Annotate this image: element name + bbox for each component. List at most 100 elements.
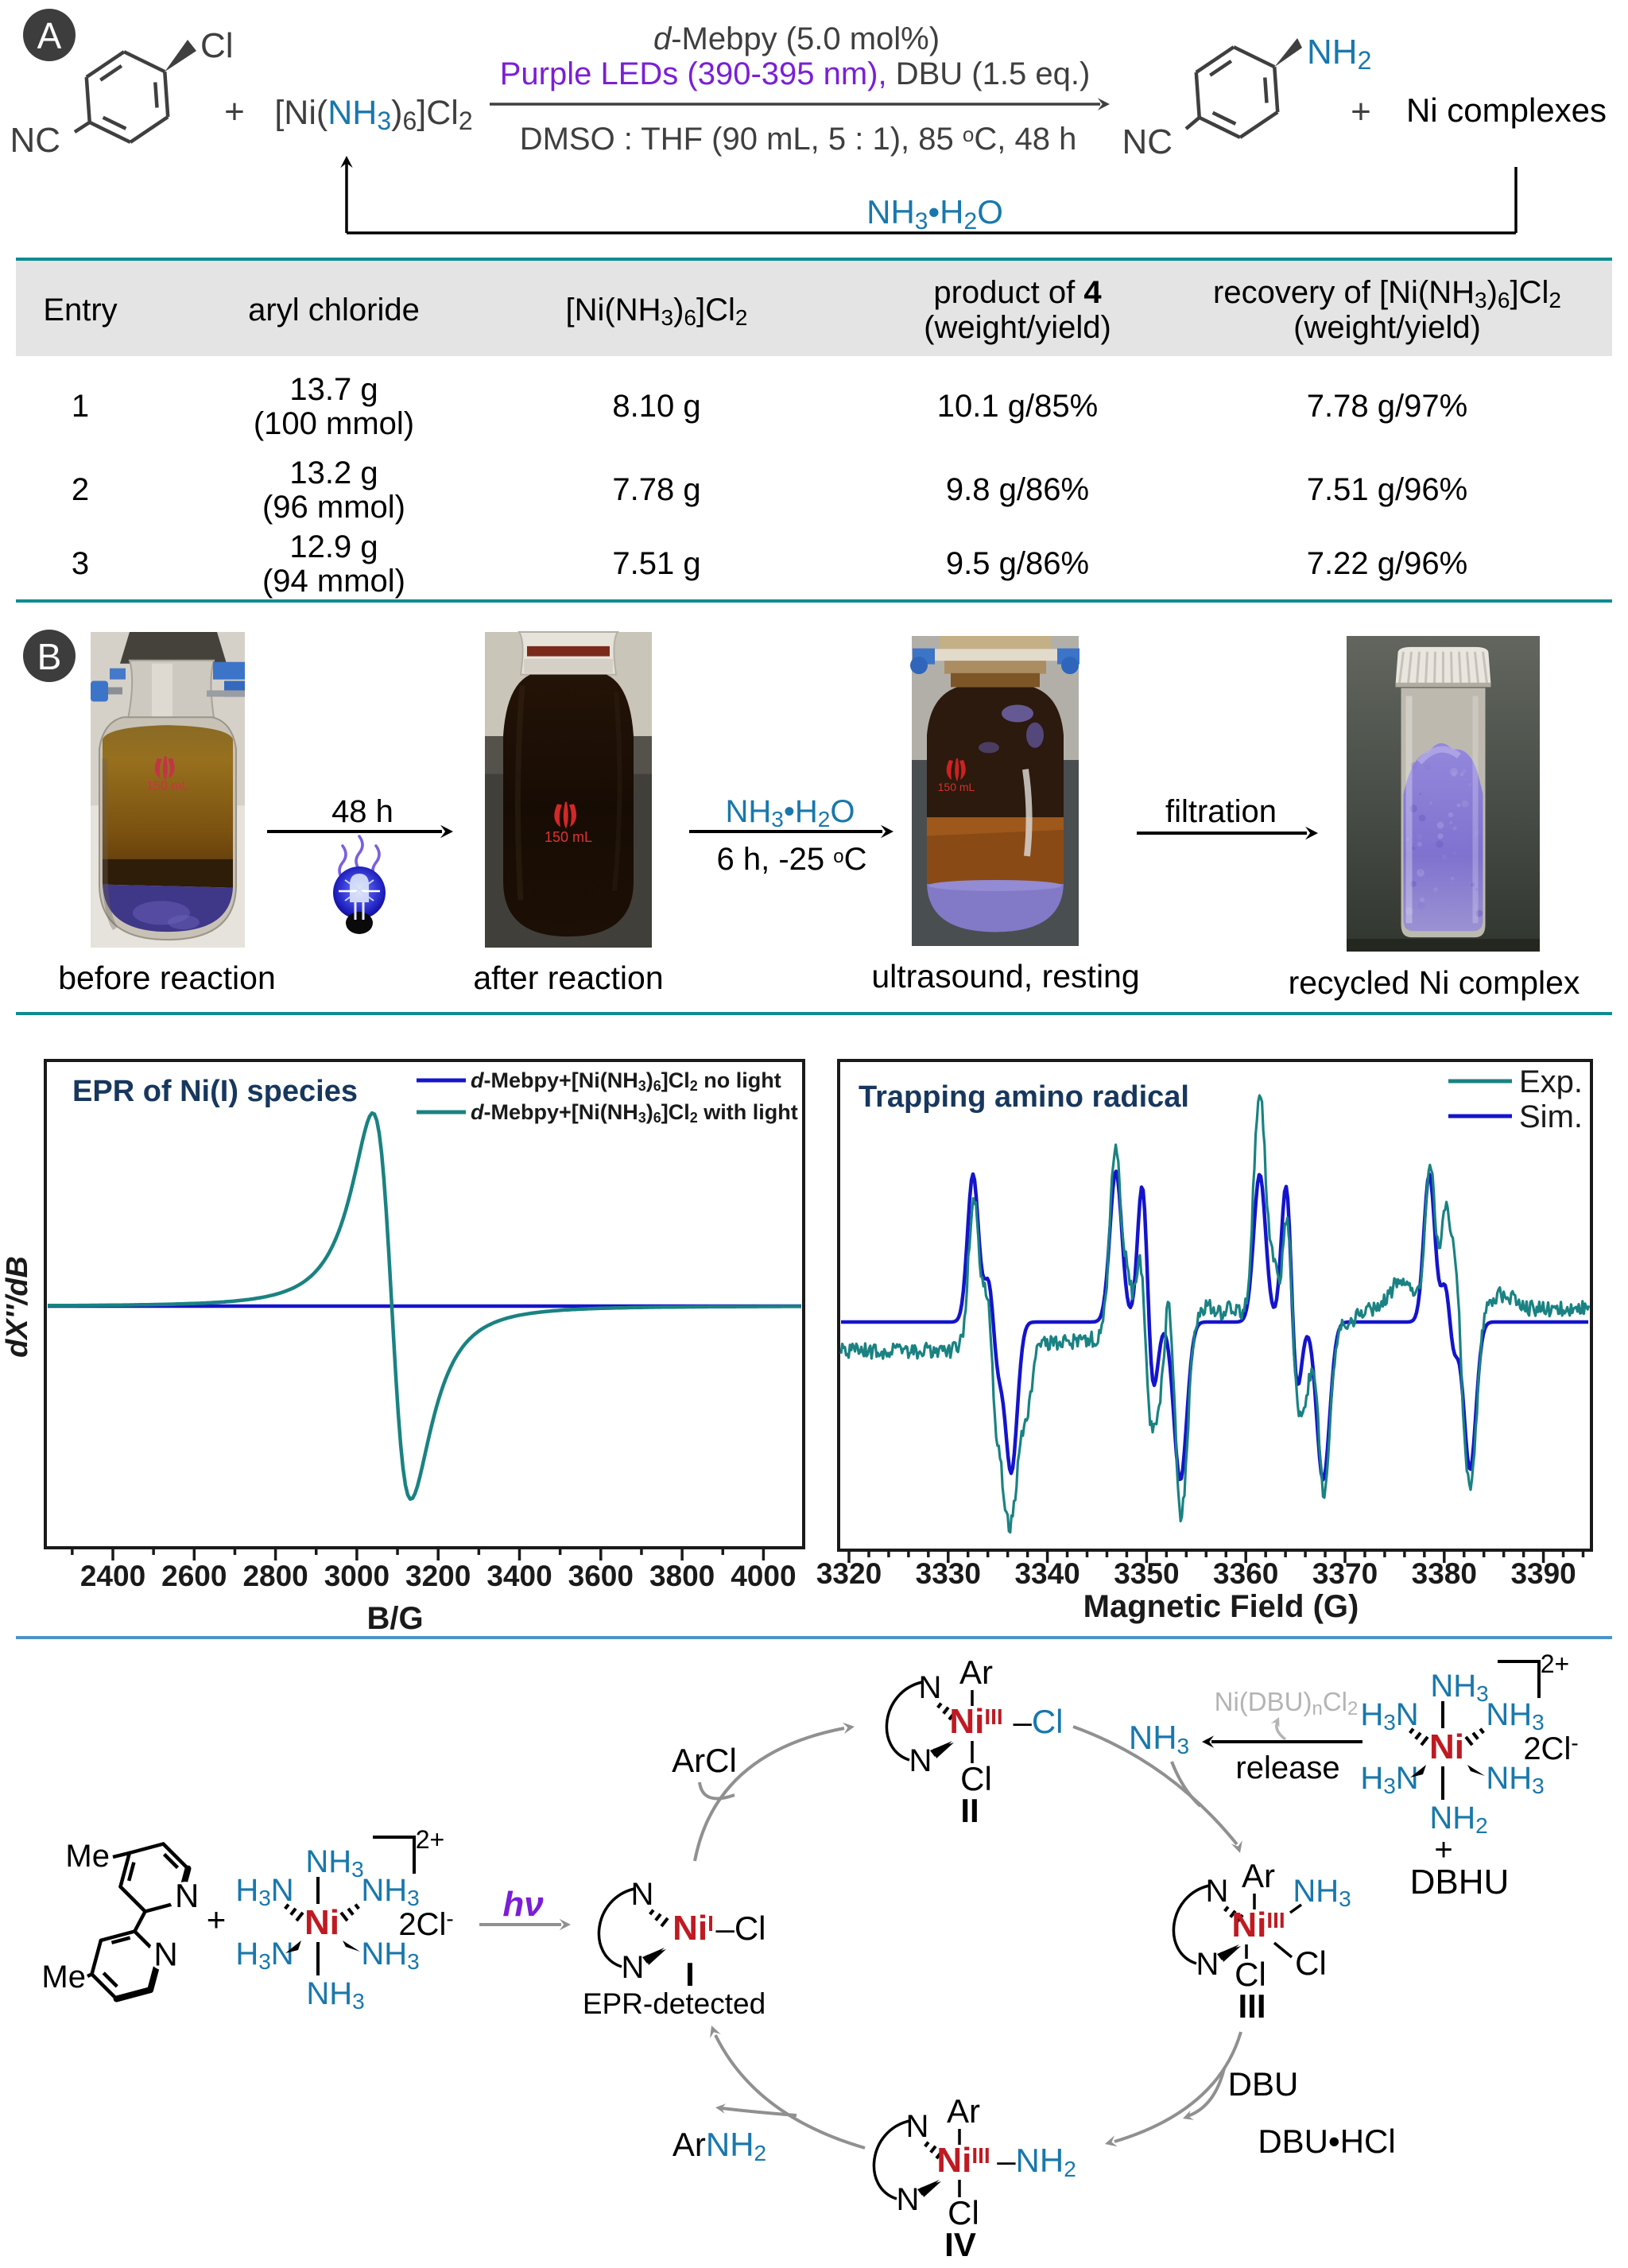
svg-text:recycled Ni complex: recycled Ni complex — [1289, 964, 1580, 1001]
svg-text:3390: 3390 — [1510, 1557, 1576, 1590]
svg-text:Ar: Ar — [947, 2092, 980, 2130]
svg-text:13.2 g: 13.2 g — [289, 456, 378, 490]
svg-text:[Ni(NH3)6]Cl2: [Ni(NH3)6]Cl2 — [566, 293, 748, 330]
svg-text:3330: 3330 — [916, 1557, 981, 1590]
svg-text:150 mL: 150 mL — [146, 780, 188, 793]
svg-text:+: + — [207, 1901, 227, 1938]
svg-text:after reaction: after reaction — [473, 960, 663, 996]
svg-text:Purple LEDs (390-395 nm), DBU: Purple LEDs (390-395 nm), DBU (1.5 eq.) — [500, 56, 1091, 91]
svg-text:d-Mebpy+[Ni(NH3)6]Cl2 with lig: d-Mebpy+[Ni(NH3)6]Cl2 with light — [471, 1100, 798, 1126]
svg-text:+: + — [1434, 1832, 1452, 1867]
svg-text:2Cl-: 2Cl- — [398, 1906, 453, 1942]
svg-text:Ni: Ni — [1429, 1727, 1464, 1766]
svg-text:2+: 2+ — [1541, 1650, 1569, 1678]
svg-text:ArCl: ArCl — [672, 1742, 737, 1779]
svg-text:150 mL: 150 mL — [545, 829, 592, 845]
svg-text:N: N — [631, 1877, 654, 1912]
svg-text:N: N — [153, 1936, 177, 1973]
svg-text:Me: Me — [41, 1960, 86, 1995]
svg-text:2+: 2+ — [416, 1825, 444, 1854]
svg-text:NH3: NH3 — [361, 1873, 419, 1910]
svg-text:6 h, -25 oC: 6 h, -25 oC — [716, 842, 866, 877]
svg-text:7.22 g/96%: 7.22 g/96% — [1307, 546, 1467, 581]
svg-text:Exp.: Exp. — [1519, 1064, 1583, 1099]
svg-text:3400: 3400 — [486, 1560, 552, 1592]
svg-text:I: I — [685, 1956, 695, 1993]
svg-text:(100 mmol): (100 mmol) — [254, 406, 414, 441]
svg-text:2400: 2400 — [80, 1560, 145, 1592]
svg-text:Cl: Cl — [1295, 1944, 1327, 1982]
svg-text:(weight/yield): (weight/yield) — [924, 310, 1111, 345]
svg-text:aryl chloride: aryl chloride — [248, 293, 420, 328]
svg-text:13.7 g: 13.7 g — [289, 372, 378, 407]
svg-text:–NH2: –NH2 — [997, 2142, 1076, 2181]
svg-text:Cl: Cl — [200, 26, 234, 65]
svg-text:(94 mmol): (94 mmol) — [262, 564, 405, 599]
svg-text:hν: hν — [502, 1885, 544, 1924]
svg-text:DMSO : THF (90 mL, 5 : 1), 85: DMSO : THF (90 mL, 5 : 1), 85 oC, 48 h — [520, 122, 1077, 157]
svg-text:N: N — [909, 1743, 932, 1778]
svg-text:+: + — [224, 92, 245, 131]
svg-text:3600: 3600 — [568, 1560, 634, 1592]
svg-text:EPR of Ni(I) species: EPR of Ni(I) species — [72, 1075, 358, 1108]
svg-text:3800: 3800 — [649, 1560, 715, 1592]
svg-text:7.78 g/97%: 7.78 g/97% — [1307, 389, 1467, 424]
svg-text:[Ni(NH3)6]Cl2: [Ni(NH3)6]Cl2 — [274, 94, 472, 135]
svg-text:4000: 4000 — [731, 1560, 796, 1592]
svg-text:NiI: NiI — [673, 1909, 714, 1948]
svg-text:3000: 3000 — [324, 1560, 390, 1592]
svg-text:Cl: Cl — [948, 2194, 979, 2231]
svg-text:NH2: NH2 — [1307, 33, 1371, 75]
svg-text:d-Mebpy+[Ni(NH3)6]Cl2 no light: d-Mebpy+[Ni(NH3)6]Cl2 no light — [471, 1068, 781, 1094]
svg-text:2600: 2600 — [161, 1560, 227, 1592]
svg-text:dX''/dB: dX''/dB — [1, 1256, 34, 1358]
svg-text:3320: 3320 — [816, 1557, 882, 1590]
svg-text:DBU: DBU — [1228, 2065, 1299, 2103]
svg-text:d-Mebpy (5.0 mol%): d-Mebpy (5.0 mol%) — [653, 21, 940, 56]
svg-text:recovery of [Ni(NH3)6]Cl2: recovery of [Ni(NH3)6]Cl2 — [1213, 275, 1561, 312]
svg-text:–Cl: –Cl — [715, 1909, 766, 1947]
svg-text:ArNH2: ArNH2 — [673, 2126, 766, 2165]
svg-text:Me: Me — [65, 1839, 110, 1874]
svg-text:Ar: Ar — [959, 1654, 993, 1691]
svg-text:150 mL: 150 mL — [938, 781, 975, 793]
svg-text:9.8 g/86%: 9.8 g/86% — [946, 472, 1089, 507]
svg-text:Sim.: Sim. — [1519, 1099, 1583, 1134]
svg-text:before reaction: before reaction — [58, 960, 276, 996]
svg-text:ultrasound, resting: ultrasound, resting — [871, 958, 1139, 994]
svg-text:Ni: Ni — [304, 1903, 339, 1942]
svg-text:filtration: filtration — [1165, 794, 1277, 829]
svg-text:A: A — [37, 15, 62, 56]
svg-text:2800: 2800 — [242, 1560, 308, 1592]
svg-text:NC: NC — [10, 121, 60, 160]
svg-text:B: B — [37, 636, 62, 677]
svg-text:Ni complexes: Ni complexes — [1406, 91, 1607, 129]
svg-text:8.10 g: 8.10 g — [612, 389, 700, 424]
svg-text:Cl: Cl — [1235, 1956, 1266, 1993]
svg-text:9.5 g/86%: 9.5 g/86% — [946, 546, 1089, 581]
svg-text:N: N — [1206, 1874, 1229, 1909]
svg-text:7.51 g/96%: 7.51 g/96% — [1307, 472, 1467, 507]
svg-text:NH3•H2O: NH3•H2O — [726, 794, 855, 832]
svg-text:release: release — [1235, 1750, 1339, 1785]
svg-text:NH3•H2O: NH3•H2O — [866, 193, 1003, 235]
svg-text:DBHU: DBHU — [1410, 1863, 1510, 1902]
svg-text:2Cl-: 2Cl- — [1523, 1731, 1578, 1766]
svg-text:3350: 3350 — [1114, 1557, 1179, 1590]
svg-text:N: N — [175, 1877, 199, 1914]
svg-text:(96 mmol): (96 mmol) — [262, 490, 405, 525]
svg-text:3370: 3370 — [1312, 1557, 1378, 1590]
svg-text:48 h: 48 h — [331, 794, 393, 829]
svg-text:3380: 3380 — [1412, 1557, 1477, 1590]
svg-text:12.9 g: 12.9 g — [289, 529, 378, 564]
svg-text:N: N — [897, 2182, 920, 2217]
svg-text:1: 1 — [72, 389, 89, 424]
svg-text:N: N — [622, 1950, 645, 1985]
svg-text:N: N — [906, 2109, 929, 2144]
svg-text:Entry: Entry — [43, 293, 117, 328]
svg-text:NH3: NH3 — [1486, 1697, 1544, 1735]
svg-text:+: + — [1351, 92, 1371, 131]
svg-text:product of 4: product of 4 — [933, 275, 1102, 310]
svg-text:B/G: B/G — [366, 1601, 423, 1636]
svg-text:II: II — [960, 1792, 979, 1829]
